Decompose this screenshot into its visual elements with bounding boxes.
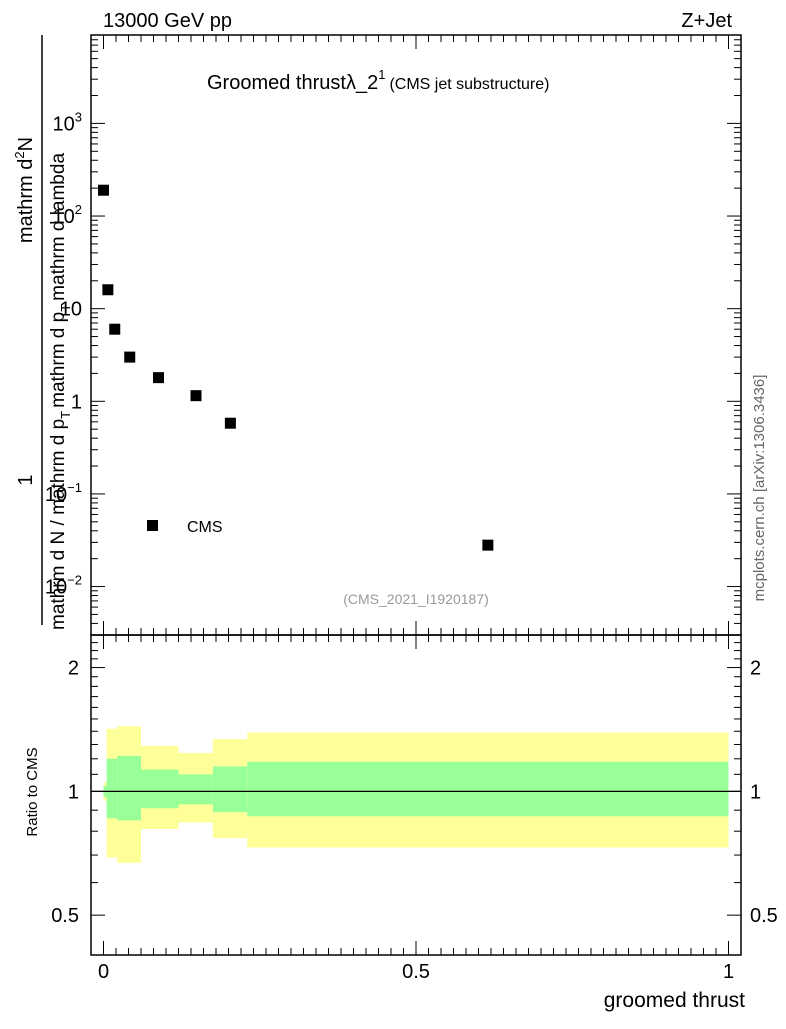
legend-label-cms: CMS bbox=[187, 519, 223, 536]
upper-ytick-label-5: 103 bbox=[53, 109, 82, 135]
lower-ytick-label-right-1: 1 bbox=[750, 781, 761, 803]
xtick-label-0: 0 bbox=[98, 961, 109, 983]
lower-y-axis-label: Ratio to CMS bbox=[24, 747, 41, 836]
axis-ticks: 10−2 10−1 1 10 102 103 0 0.5 1 0.5 0.5 1 1 2 2 bbox=[45, 34, 778, 983]
ylabel-denominator: mathrm d N / mathrm d pTmathrm d pTmathr… bbox=[48, 153, 73, 630]
lower-ytick-label-left-2: 2 bbox=[68, 658, 79, 680]
ratio-bands bbox=[91, 726, 741, 863]
ratio-inner-band-2 bbox=[117, 755, 141, 821]
lower-ytick-label-left-1: 1 bbox=[68, 781, 79, 803]
upper-ytick-label-4: 102 bbox=[53, 202, 82, 228]
data-point-cms-7 bbox=[482, 539, 494, 551]
ratio-inner-band-4 bbox=[178, 774, 213, 805]
analysis-tag: (CMS_2021_I1920187) bbox=[343, 591, 489, 607]
data-points bbox=[98, 184, 494, 551]
plot-title: Groomed thrustλ_21(CMS jet substructure) bbox=[207, 67, 549, 94]
watermark: mcplots.cern.ch [arXiv:1306.3436] bbox=[751, 375, 768, 602]
ratio-inner-band-3 bbox=[141, 769, 179, 809]
ratio-inner-band-6 bbox=[247, 761, 729, 817]
xtick-label-1: 0.5 bbox=[402, 961, 430, 983]
ratio-inner-band-5 bbox=[212, 766, 248, 813]
data-point-cms-3 bbox=[124, 351, 136, 363]
lower-ytick-label-right-2: 2 bbox=[750, 658, 761, 680]
data-point-cms-1 bbox=[102, 284, 114, 296]
data-point-cms-4 bbox=[153, 372, 164, 384]
data-point-cms-0 bbox=[98, 184, 109, 196]
header-process-label: Z+Jet bbox=[681, 10, 732, 32]
ylabel-prefix: 1 bbox=[15, 474, 37, 485]
upper-y-axis-label: 1 mathrm d2N mathrm d N / mathrm d pTmat… bbox=[12, 35, 73, 630]
data-point-cms-6 bbox=[224, 417, 236, 429]
upper-ytick-label-0: 10−2 bbox=[45, 573, 82, 599]
header-energy-label: 13000 GeV pp bbox=[103, 10, 232, 32]
lower-ytick-label-right-0: 0.5 bbox=[750, 905, 778, 927]
upper-plot-frame bbox=[90, 34, 742, 636]
upper-ytick-label-1: 10−1 bbox=[45, 480, 82, 506]
upper-ytick-label-3: 10 bbox=[60, 299, 82, 321]
legend-marker-cms bbox=[147, 520, 158, 531]
ratio-inner-band-1 bbox=[106, 758, 118, 819]
data-point-cms-5 bbox=[190, 390, 202, 402]
upper-ytick-label-2: 1 bbox=[71, 391, 82, 413]
data-point-cms-2 bbox=[109, 323, 121, 335]
x-axis-label: groomed thrust bbox=[604, 989, 745, 1012]
xtick-label-2: 1 bbox=[723, 961, 734, 983]
lower-ytick-label-left-0: 0.5 bbox=[51, 905, 79, 927]
ylabel-numerator: mathrm d2N bbox=[12, 137, 37, 243]
